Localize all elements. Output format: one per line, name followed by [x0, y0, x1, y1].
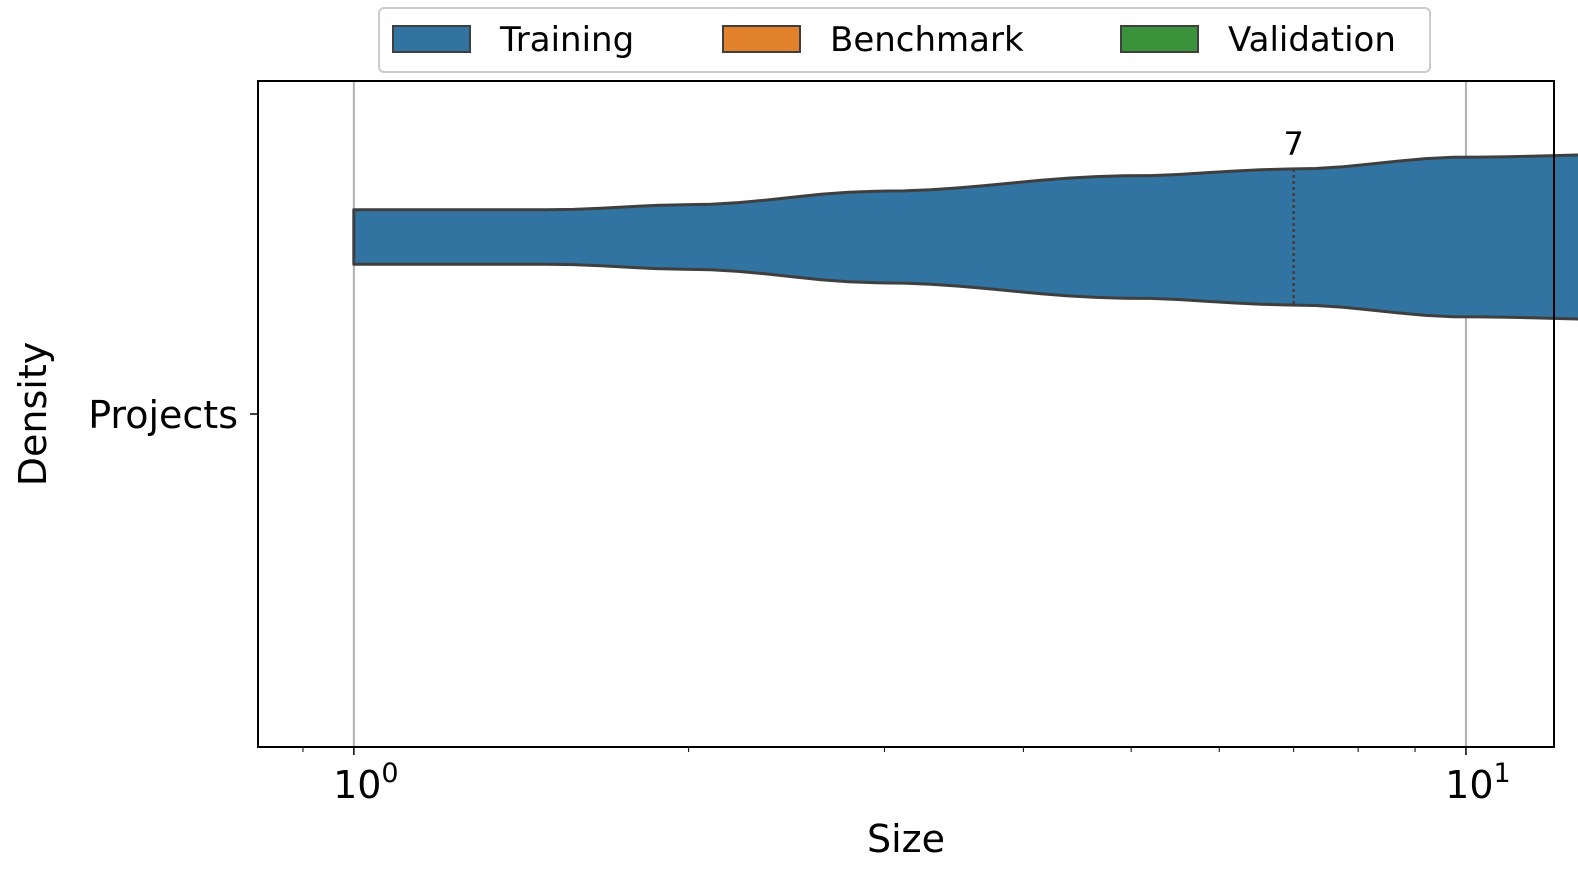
legend: Training Benchmark Validation: [378, 7, 1431, 73]
y-axis-label: Density: [11, 342, 55, 486]
legend-label-benchmark: Benchmark: [830, 20, 1024, 60]
violin-training: [352, 153, 1578, 321]
legend-box: [378, 7, 1431, 73]
legend-label-training: Training: [499, 20, 634, 60]
x-tick-label-1e1: 101: [1445, 758, 1511, 807]
x-tick-label-1e0: 100: [333, 758, 399, 807]
legend-swatch-validation: [1120, 25, 1199, 53]
x-axis-label: Size: [867, 817, 945, 861]
quartile-labels: 720531682587372377061327: [1283, 125, 1303, 163]
violins: [352, 153, 1578, 321]
violin-body-training: [352, 153, 1578, 321]
legend-swatch-benchmark: [722, 25, 801, 53]
y-tick-label-projects: Projects: [88, 393, 238, 437]
legend-label-validation: Validation: [1228, 20, 1396, 60]
legend-swatch-training: [392, 25, 471, 53]
x-axis-ticks: 100101102103104: [302, 747, 1511, 807]
quartile-label-training-1: 7: [1283, 125, 1303, 163]
